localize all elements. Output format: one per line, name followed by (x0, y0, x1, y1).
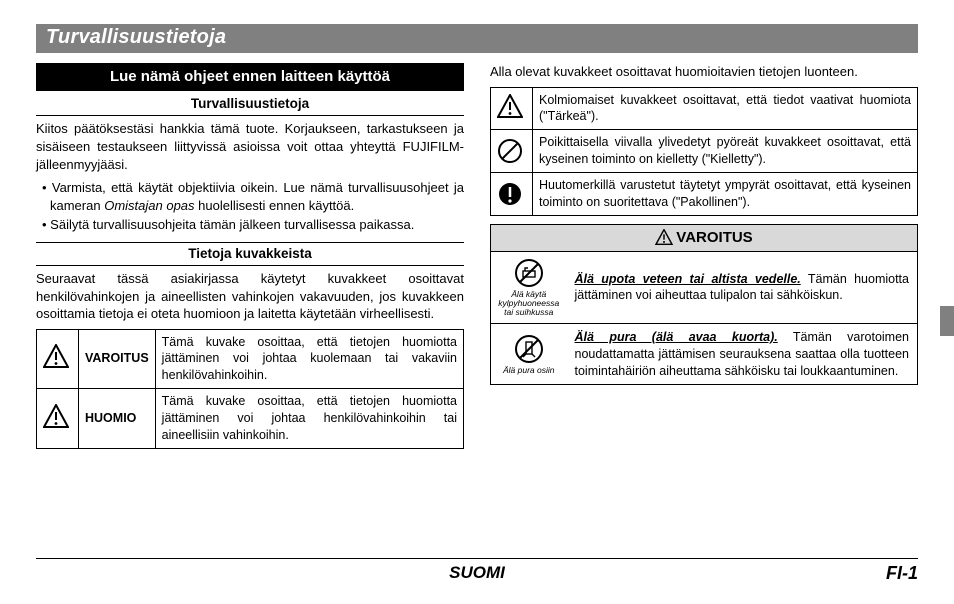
triangle-important-icon (491, 87, 533, 130)
icon-meaning-table: Kolmiomaiset kuvakkeet osoittavat, että … (490, 87, 918, 216)
mandatory-row: Huutomerkillä varustetut täytetyt ympyrä… (491, 173, 918, 216)
caution-text: Tämä kuvake osoittaa, että tietojen huom… (155, 389, 463, 449)
circle-exclaim-icon (491, 173, 533, 216)
instruction-header: Lue nämä ohjeet ennen laitteen käyttöä (36, 63, 464, 91)
bullet-1-tail: huolellisesti ennen käyttöä. (195, 198, 355, 213)
no-water-row: Älä käytä kylpyhuoneessa tai suihkussa Ä… (491, 252, 918, 324)
varoitus-table: VAROITUS Älä käytä kylpyhuoneessa tai su… (490, 224, 918, 386)
circle-slash-icon (491, 130, 533, 173)
page-footer: SUOMI FI-1 (36, 558, 918, 584)
caution-row: HUOMIO Tämä kuvake osoittaa, että tietoj… (37, 389, 464, 449)
varoitus-header-cell: VAROITUS (491, 224, 918, 251)
icon-type-paragraph: Alla olevat kuvakkeet osoittavat huomioi… (490, 63, 918, 81)
page-edge-tab (940, 306, 954, 336)
safety-subheader: Turvallisuustietoja (36, 95, 464, 116)
bullet-list: Varmista, että käytät objektiivia oikein… (42, 179, 464, 234)
no-bathroom-caption: Älä käytä kylpyhuoneessa tai suihkussa (493, 290, 565, 317)
bullet-1: Varmista, että käytät objektiivia oikein… (42, 179, 464, 214)
prohibited-text: Poikittaisella viivalla ylivedetyt pyöre… (533, 130, 918, 173)
varoitus-triangle-icon (655, 229, 673, 245)
severity-table: VAROITUS Tämä kuvake osoittaa, että tiet… (36, 329, 464, 449)
intro-paragraph: Kiitos päätöksestäsi hankkia tämä tuote.… (36, 120, 464, 173)
right-column: Alla olevat kuvakkeet osoittavat huomioi… (490, 63, 918, 449)
no-water-text: Älä upota veteen tai altista vedelle. Tä… (567, 252, 918, 324)
section-title-bar: Turvallisuustietoja (36, 24, 918, 53)
caution-triangle-icon (37, 389, 79, 449)
no-disassemble-text: Älä pura (älä avaa kuorta). Tämän varoto… (567, 323, 918, 385)
footer-language: SUOMI (36, 563, 918, 583)
important-text: Kolmiomaiset kuvakkeet osoittavat, että … (533, 87, 918, 130)
mandatory-text: Huutomerkillä varustetut täytetyt ympyrä… (533, 173, 918, 216)
warning-text: Tämä kuvake osoittaa, että tietojen huom… (155, 329, 463, 389)
warning-label: VAROITUS (79, 329, 156, 389)
no-disassemble-caption: Älä pura osiin (493, 366, 565, 375)
no-disassemble-bold: Älä pura (älä avaa kuorta). (575, 330, 778, 344)
icons-subheader: Tietoja kuvakkeista (36, 242, 464, 266)
no-bathroom-icon: Älä käytä kylpyhuoneessa tai suihkussa (491, 252, 567, 324)
no-disassemble-row: Älä pura osiin Älä pura (älä avaa kuorta… (491, 323, 918, 385)
left-column: Lue nämä ohjeet ennen laitteen käyttöä T… (36, 63, 464, 449)
no-water-bold: Älä upota veteen tai altista vedelle. (575, 272, 801, 286)
warning-triangle-icon (37, 329, 79, 389)
owners-manual-em: Omistajan opas (104, 198, 194, 213)
icons-paragraph: Seuraavat tässä asiakirjassa käytetyt ku… (36, 270, 464, 323)
caution-label: HUOMIO (79, 389, 156, 449)
varoitus-title: VAROITUS (676, 229, 752, 246)
warning-row: VAROITUS Tämä kuvake osoittaa, että tiet… (37, 329, 464, 389)
bullet-2: Säilytä turvallisuusohjeita tämän jälkee… (42, 216, 464, 234)
important-row: Kolmiomaiset kuvakkeet osoittavat, että … (491, 87, 918, 130)
prohibited-row: Poikittaisella viivalla ylivedetyt pyöre… (491, 130, 918, 173)
no-disassemble-icon: Älä pura osiin (491, 323, 567, 385)
